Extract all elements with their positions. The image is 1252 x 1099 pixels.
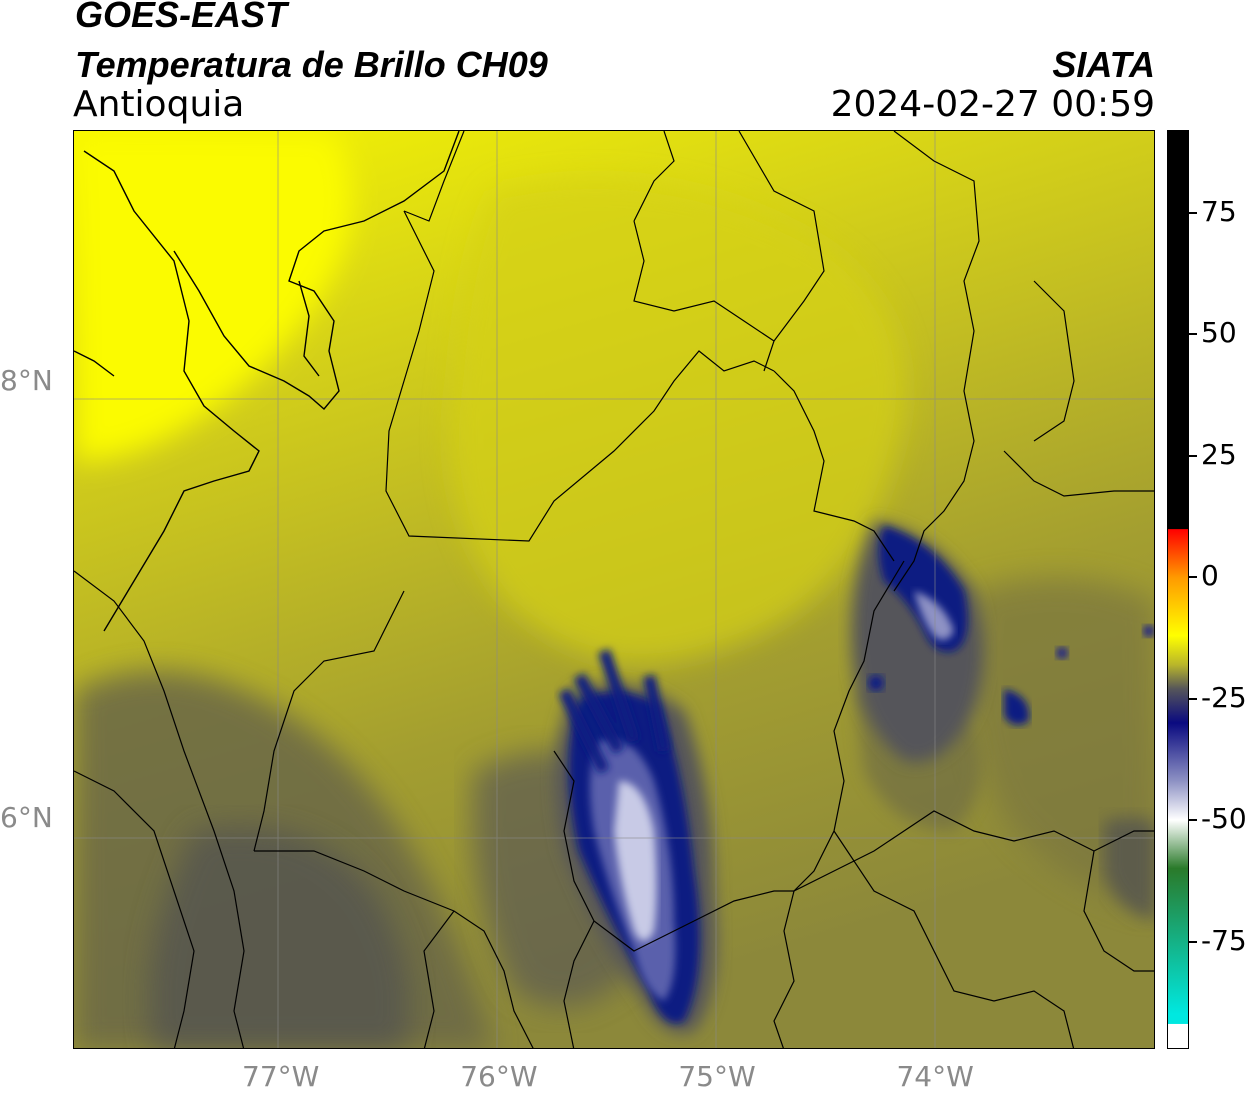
boundaries — [74, 131, 1154, 1048]
colorbar-tick-mark — [1189, 454, 1197, 457]
source-label: SIATA — [1052, 44, 1155, 85]
gridlines — [74, 131, 1154, 1048]
lon-label: 74°W — [896, 1060, 974, 1093]
cool-area-far-east — [1104, 817, 1154, 921]
cold-cloud-northeast — [851, 521, 1154, 763]
colorbar-tick-label: -25 — [1201, 680, 1247, 714]
colorbar-tick-mark — [1189, 576, 1197, 579]
cool-area-south — [149, 827, 410, 1048]
colorbar-tick-mark — [1189, 211, 1197, 214]
colorbar-tick-mark — [1189, 697, 1197, 700]
cold-cloud-south — [556, 649, 717, 1033]
warm-area-northwest — [74, 131, 352, 461]
colorbar-tick-label: -75 — [1201, 924, 1247, 958]
map-panel[interactable] — [73, 130, 1155, 1049]
colorbar-tick-mark — [1189, 333, 1197, 336]
product-title: Temperatura de Brillo CH09 — [75, 44, 548, 85]
colorbar-tick-label: 0 — [1201, 559, 1219, 593]
lat-label: 6°N — [0, 801, 53, 835]
lat-label: 8°N — [0, 363, 53, 397]
colorbar-tick-label: -50 — [1201, 802, 1247, 836]
lon-label: 76°W — [460, 1060, 538, 1093]
warm-area-central — [449, 179, 906, 664]
datetime-label: 2024-02-27 00:59 — [830, 84, 1155, 125]
colorbar — [1167, 130, 1189, 1049]
colorbar-tick-label: 25 — [1201, 437, 1237, 471]
colorbar-tick-mark — [1189, 819, 1197, 822]
satellite-title: GOES-EAST — [75, 0, 288, 35]
lon-label: 77°W — [242, 1060, 320, 1093]
colorbar-tick-label: 75 — [1201, 194, 1237, 228]
colorbar-tick-label: 50 — [1201, 316, 1237, 350]
colorbar-tick-mark — [1189, 941, 1197, 944]
coastline — [74, 131, 460, 632]
region-label: Antioquia — [73, 84, 245, 125]
lon-label: 75°W — [678, 1060, 756, 1093]
satellite-map — [74, 131, 1154, 1048]
